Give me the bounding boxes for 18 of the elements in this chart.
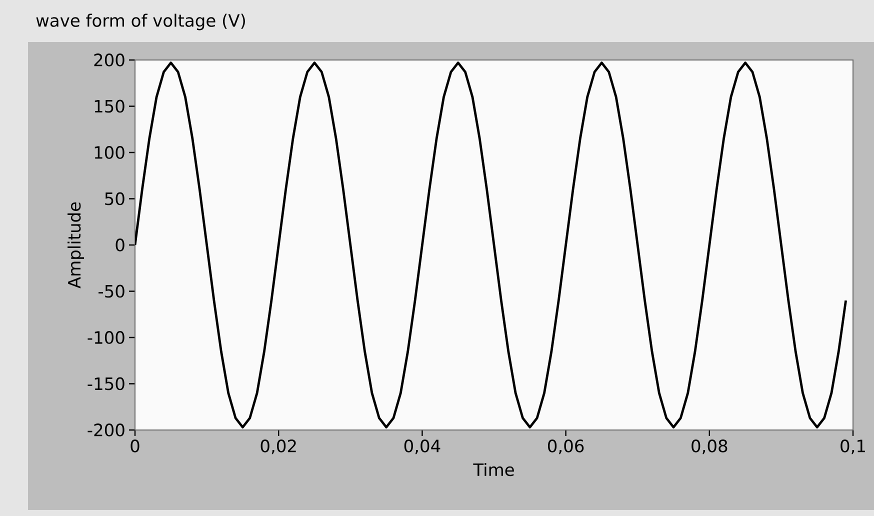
y-tick-label: -100: [88, 331, 124, 344]
x-tick-label: 0,04: [404, 440, 440, 454]
y-tick-label: -200: [88, 424, 124, 436]
y-tick-label: 100: [94, 146, 124, 159]
y-tick-label: -50: [98, 284, 124, 298]
y-tick-label: 150: [94, 100, 124, 113]
x-tick-label: 0: [130, 440, 140, 452]
y-axis-title: Amplitude: [68, 202, 84, 288]
x-tick-label: 0,1: [840, 440, 865, 454]
x-tick-label: 0,02: [260, 440, 296, 454]
y-tick-label: 50: [105, 192, 124, 206]
x-axis-title: Time: [473, 462, 514, 476]
y-tick-label: 200: [94, 54, 124, 66]
x-tick-label: 0,08: [692, 440, 728, 454]
chart-title: wave form of voltage (V): [36, 14, 245, 30]
y-tick-label: -150: [88, 377, 124, 390]
x-tick-label: 0,06: [548, 440, 584, 454]
y-tick-label: 0: [116, 238, 124, 252]
